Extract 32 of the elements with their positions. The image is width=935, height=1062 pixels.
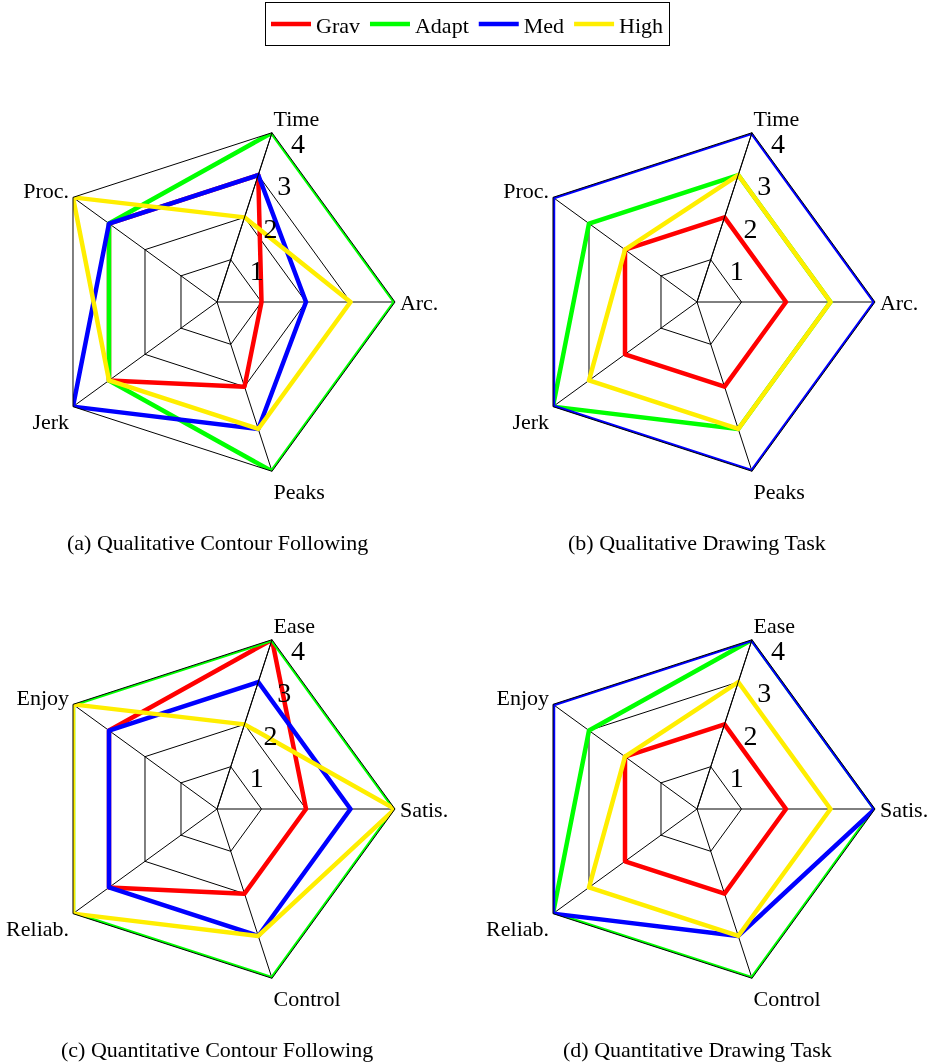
spoke-label: Arc. (399, 289, 439, 315)
spoke-label: Proc. (503, 178, 550, 204)
spoke-label: Reliab. (6, 915, 70, 941)
text: (a) Qualitative Contour Following (67, 530, 369, 555)
legend-label: High (619, 12, 664, 38)
y-tick-label: 3 (757, 170, 772, 202)
text: (b) Qualitative Drawing Task (568, 530, 826, 555)
spoke-label: Control (753, 986, 821, 1012)
text: (d) Quantitative Drawing Task (563, 1037, 832, 1062)
spoke-label: Satis. (399, 796, 449, 822)
spoke-label: Control (273, 986, 341, 1012)
text: (c) Quantitative Contour Following (61, 1037, 374, 1062)
spoke-label: Jerk (512, 408, 550, 434)
y-tick-label: 1 (249, 761, 264, 793)
spoke-label: Peaks (753, 479, 805, 505)
spoke-label: Peaks (273, 479, 325, 505)
y-tick-label: 3 (277, 170, 292, 202)
spoke-label: Enjoy (16, 685, 70, 711)
spoke-label: Arc. (879, 289, 919, 315)
spoke-label: Satis. (879, 796, 929, 822)
spoke-label: Jerk (32, 408, 70, 434)
spoke-label: Reliab. (486, 915, 550, 941)
legend-label: Med (523, 12, 565, 38)
spoke-label: Enjoy (496, 685, 550, 711)
spoke-label: Proc. (23, 178, 70, 204)
y-tick-label: 2 (743, 719, 758, 751)
y-tick-label: 1 (729, 254, 744, 286)
y-tick-label: 3 (757, 677, 772, 709)
legend-label: Grav (316, 12, 360, 38)
y-tick-label: 2 (743, 212, 758, 244)
y-tick-label: 1 (729, 761, 744, 793)
legend-label: Adapt (414, 12, 469, 38)
